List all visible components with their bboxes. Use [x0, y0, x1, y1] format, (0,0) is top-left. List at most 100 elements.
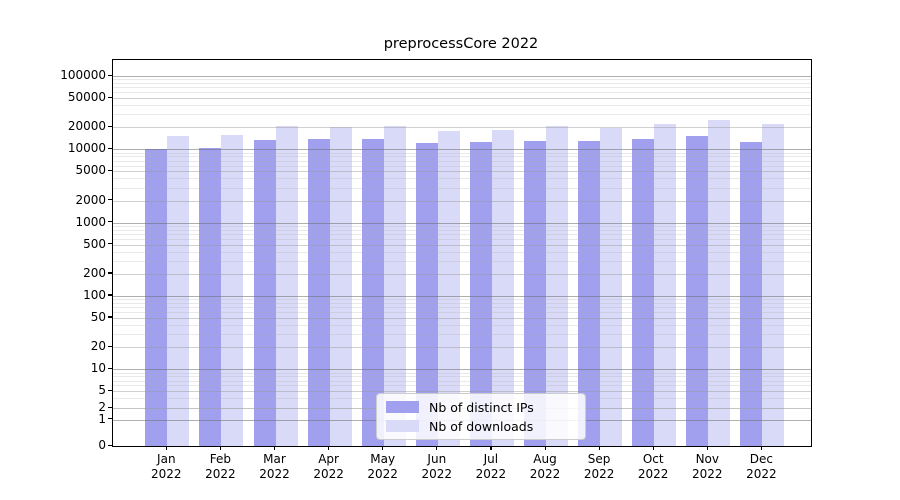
- bar-distinct-ips: [307, 138, 330, 446]
- y-tickmark: [108, 125, 112, 127]
- y-axis-tick-label: 1000: [75, 214, 106, 229]
- gridline-minor: [113, 251, 811, 253]
- gridline-major: [113, 295, 811, 297]
- chart-title: preprocessCore 2022: [383, 36, 539, 52]
- x-axis-tick-label: Mar 2022: [259, 452, 290, 481]
- bar-distinct-ips: [199, 148, 222, 446]
- y-axis-tick-label: 500: [83, 236, 106, 251]
- gridline-minor: [113, 229, 811, 231]
- y-tickmark: [108, 96, 112, 98]
- bar-downloads: [546, 126, 568, 446]
- gridline-major: [113, 98, 811, 100]
- bar-downloads: [329, 126, 352, 446]
- gridline-major: [113, 127, 811, 129]
- y-axis-tick-label: 100000: [60, 68, 106, 82]
- gridline-minor: [113, 105, 811, 107]
- gridline-minor: [113, 238, 811, 240]
- y-tickmark: [108, 418, 112, 420]
- x-tickmark: [328, 446, 330, 451]
- y-tickmark: [108, 243, 112, 245]
- x-tickmark: [598, 446, 600, 451]
- legend-label-downloads: Nb of downloads: [429, 418, 534, 434]
- legend: Nb of distinct IPs Nb of downloads: [376, 393, 586, 440]
- gridline-minor: [113, 233, 811, 235]
- bar-downloads: [437, 130, 460, 446]
- y-axis-tick-label: 50: [90, 309, 106, 324]
- x-axis-tick-label: Jun 2022: [421, 452, 453, 481]
- gridline-minor: [113, 376, 811, 378]
- legend-row-distinct-ips: Nb of distinct IPs: [377, 400, 585, 415]
- y-axis-tick-label: 20: [90, 339, 106, 354]
- y-tickmark: [108, 406, 112, 408]
- y-tickmark: [108, 316, 112, 318]
- x-axis-tick-label: Sep 2022: [583, 452, 615, 481]
- gridline-major: [113, 347, 811, 349]
- x-tickmark: [544, 446, 546, 451]
- gridline-minor: [113, 299, 811, 301]
- bar-downloads: [708, 120, 731, 446]
- gridline-minor: [113, 114, 811, 116]
- y-tickmark: [108, 345, 112, 347]
- gridline-minor: [113, 307, 811, 309]
- gridline-major: [113, 391, 811, 393]
- x-tickmark: [436, 446, 438, 451]
- y-tickmark: [108, 74, 112, 76]
- gridline-major: [113, 149, 811, 151]
- y-axis-tick-label: 0: [98, 438, 106, 452]
- y-axis-tick-label: 5000: [75, 163, 106, 178]
- x-tickmark: [165, 446, 167, 451]
- gridline-minor: [113, 325, 811, 327]
- plot-area: [112, 59, 812, 447]
- bar-distinct-ips: [415, 142, 438, 446]
- gridline-minor: [113, 152, 811, 154]
- bar-downloads: [491, 130, 514, 446]
- y-tickmark: [108, 367, 112, 369]
- x-axis-tick-label: May 2022: [367, 452, 398, 481]
- legend-swatch-distinct-ips-icon: [386, 401, 419, 413]
- gridline-major: [113, 76, 811, 77]
- gridline-major: [113, 273, 811, 275]
- y-tickmark: [108, 199, 112, 201]
- bar-downloads: [383, 126, 406, 446]
- y-tickmark: [108, 272, 112, 274]
- bar-downloads: [654, 124, 677, 446]
- bar-distinct-ips: [145, 149, 168, 446]
- gridline-major: [113, 369, 811, 371]
- y-axis-tick-label: 2: [98, 400, 106, 414]
- x-axis-tick-label: Oct 2022: [637, 452, 669, 481]
- gridline-major: [113, 200, 811, 202]
- x-axis-tick-label: Dec 2022: [746, 452, 777, 481]
- legend-row-downloads: Nb of downloads: [377, 419, 585, 434]
- y-tickmark: [108, 294, 112, 296]
- y-tickmark: [108, 444, 112, 446]
- gridline-minor: [113, 156, 811, 158]
- x-tickmark: [490, 446, 492, 451]
- y-axis-tick-label: 10000: [67, 141, 106, 156]
- gridline-minor: [113, 334, 811, 336]
- bar-downloads: [762, 124, 785, 446]
- gridline-minor: [113, 83, 811, 85]
- gridline-minor: [113, 372, 811, 374]
- y-axis-tick-label: 20000: [67, 119, 106, 134]
- gridline-major: [113, 317, 811, 319]
- gridline-minor: [113, 187, 811, 189]
- bar-downloads: [221, 134, 244, 446]
- x-tickmark: [382, 446, 384, 451]
- gridline-major: [113, 171, 811, 173]
- x-axis-tick-label: Jul 2022: [475, 452, 507, 481]
- x-tickmark: [219, 446, 222, 451]
- gridline-minor: [113, 380, 811, 382]
- bar-distinct-ips: [253, 139, 276, 446]
- gridline-major: [113, 222, 811, 224]
- bar-downloads: [167, 135, 190, 446]
- y-axis-tick-label: 1: [98, 411, 106, 426]
- x-axis-tick-label: Apr 2022: [313, 452, 344, 481]
- gridline-minor: [113, 312, 811, 314]
- gridline-minor: [113, 79, 811, 81]
- gridline-minor: [113, 225, 811, 227]
- y-tickmark: [108, 389, 112, 391]
- y-axis-tick-label: 100: [83, 287, 106, 302]
- gridline-minor: [113, 303, 811, 304]
- legend-swatch-downloads-icon: [386, 420, 419, 432]
- gridline-minor: [113, 260, 811, 262]
